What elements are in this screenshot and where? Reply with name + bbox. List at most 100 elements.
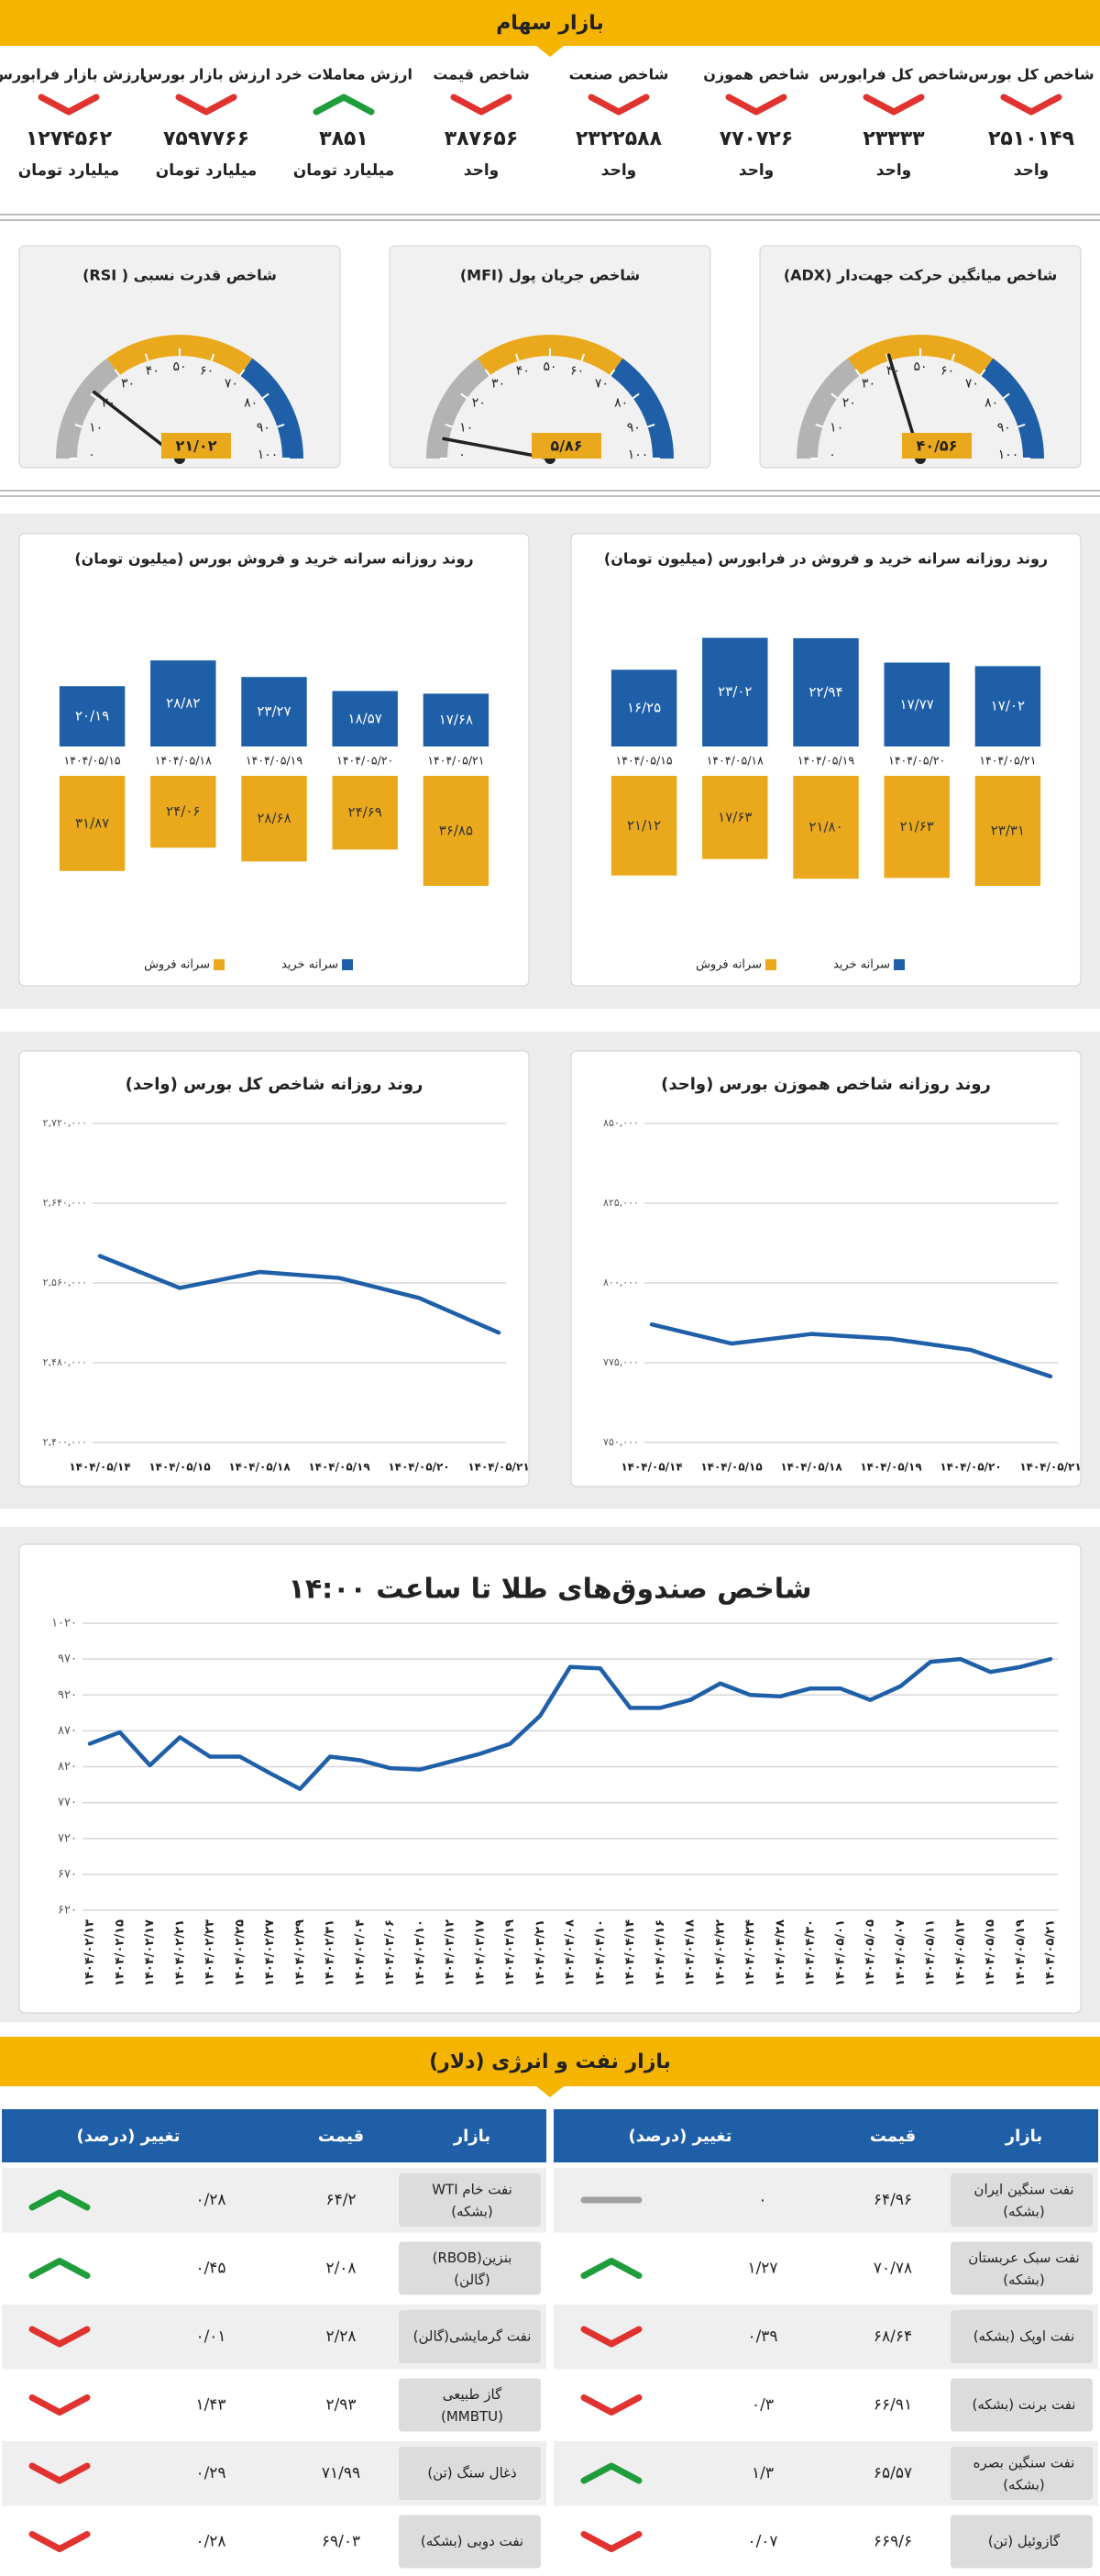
- y-tick-label: ۹۲۰: [58, 1688, 77, 1702]
- table-header: [2, 2109, 546, 2162]
- x-tick-label: ۱۴۰۴/۰۲/۲۷: [263, 1919, 277, 1986]
- x-tick-label: ۱۴۰۴/۰۳/۱۹: [503, 1919, 517, 1986]
- x-tick-label: ۱۴۰۴/۰۵/۱۵: [700, 1461, 762, 1474]
- x-tick-label: ۱۴۰۴/۰۵/۱۹: [798, 754, 854, 768]
- x-tick-label: ۱۴۰۴/۰۵/۰۱: [833, 1919, 847, 1986]
- y-tick-label: ۶۲۰: [58, 1904, 77, 1918]
- x-tick-label: ۱۴۰۴/۰۵/۱۵: [64, 754, 121, 768]
- bar: [793, 637, 859, 746]
- market-name: نفت سنگین ایران: [974, 2182, 1073, 2198]
- gauge-tick-label: ۶۰: [200, 364, 214, 379]
- gauge-tick: [951, 353, 956, 361]
- gauge-band: [239, 358, 303, 459]
- gauge-tick-label: ۱۰۰: [258, 448, 279, 462]
- panel: [570, 533, 1082, 987]
- y-tick-label: ۶۷۰: [58, 1867, 77, 1881]
- chart-title: روند روزانه سرانه خرید و فروش بورس (میلی…: [74, 550, 473, 568]
- x-tick-label: ۱۴۰۴/۰۲/۲۹: [293, 1919, 307, 1986]
- gauge-tick: [114, 369, 120, 376]
- change: ۰/۳: [752, 2396, 774, 2415]
- gauge-tick: [277, 423, 285, 428]
- bar: [59, 776, 126, 871]
- gauge-tick-label: ۲۰: [842, 396, 856, 411]
- trend-icon: [38, 94, 100, 116]
- x-tick-label: ۱۴۰۴/۰۴/۱۸: [684, 1919, 698, 1986]
- market-name: نفت اوپک (بشکه): [974, 2328, 1075, 2346]
- gauge-tick-label: ۸۰: [984, 396, 998, 411]
- x-tick-label: ۱۴۰۴/۰۳/۰۴: [353, 1919, 367, 1986]
- price: ۶۶/۹۱: [874, 2396, 912, 2415]
- market-name: گاز طبیعی: [443, 2386, 502, 2403]
- legend-label: سرانه فروش: [696, 958, 762, 972]
- gauge-tick: [647, 423, 655, 428]
- y-tick-label: ۹۷۰: [58, 1653, 77, 1666]
- market-name: نفت دوبی (بشکه): [421, 2533, 523, 2549]
- bar: [793, 776, 859, 879]
- gauge-tick-label: ۶۰: [570, 364, 584, 379]
- gauge-value-label: ۵/۸۶: [550, 437, 582, 455]
- x-tick-label: ۱۴۰۴/۰۴/۱۰: [593, 1919, 607, 1986]
- gauge-value-box: [161, 433, 231, 459]
- market-cell: [399, 2173, 541, 2227]
- trend-icon: [28, 2462, 91, 2484]
- x-tick-label: ۱۴۰۴/۰۳/۲۱: [534, 1919, 547, 1986]
- trend-icon: [28, 2189, 91, 2211]
- bar: [884, 662, 950, 746]
- gauge-tick-label: ۳۰: [862, 376, 875, 391]
- y-tick-label: ۷۲۰: [58, 1831, 77, 1845]
- gauge-panel: [759, 245, 1082, 469]
- trend-icon: [580, 2326, 643, 2348]
- x-tick-label: ۱۴۰۴/۰۵/۲۱: [1044, 1919, 1058, 1986]
- column-header: بازار: [453, 2127, 490, 2146]
- price: ۶۴/۲: [325, 2191, 356, 2209]
- kpi-value: ۱۲۷۴۵۶۲: [26, 127, 113, 150]
- gauge-title: شاخص قدرت نسبی ( RSI): [82, 267, 277, 284]
- y-tick-label: ۲,۷۲۰,۰۰۰: [43, 1117, 87, 1129]
- market-cell: [951, 2173, 1093, 2227]
- market-cell: [399, 2378, 541, 2432]
- x-tick-label: ۱۴۰۴/۰۵/۱۵: [148, 1461, 210, 1474]
- change: ۰/۲۹: [195, 2464, 226, 2482]
- gauge-tick: [514, 353, 520, 361]
- gauge-tick: [90, 392, 97, 399]
- x-tick-label: ۱۴۰۴/۰۴/۲۸: [774, 1919, 787, 1986]
- kpi-value: ۳۸۷۶۵۶: [445, 127, 519, 150]
- series-line: [97, 1254, 501, 1335]
- x-tick-label: ۱۴۰۴/۰۵/۱۸: [155, 754, 212, 768]
- gauge-tick: [460, 392, 468, 399]
- market-name: نفت سبک عربستان: [968, 2250, 1079, 2266]
- x-tick-label: ۱۴۰۴/۰۲/۱۷: [143, 1919, 157, 1986]
- series-line: [649, 1321, 1053, 1379]
- gauge-tick-label: ۳۰: [491, 376, 505, 391]
- trend-icon: [450, 94, 512, 116]
- value-label: ۱۷/۶۸: [439, 712, 473, 728]
- legend-swatch: [342, 959, 353, 970]
- market-name: نفت سنگین بصره: [974, 2455, 1075, 2471]
- gauge-tick: [484, 369, 490, 376]
- legend-label: سرانه خرید: [833, 958, 890, 972]
- trend-icon: [175, 94, 237, 116]
- trend-icon: [725, 94, 787, 116]
- kpi-title: شاخص صنعت: [569, 66, 669, 83]
- kpi-value: ۳۸۵۱: [319, 127, 368, 150]
- x-tick-label: ۱۴۰۴/۰۲/۲۳: [204, 1919, 217, 1986]
- x-tick-label: ۱۴۰۴/۰۵/۱۹: [860, 1461, 922, 1474]
- bar: [150, 660, 216, 746]
- value-label: ۲۲/۹۴: [808, 683, 842, 700]
- x-tick-label: ۱۴۰۴/۰۵/۱۸: [780, 1461, 842, 1474]
- gauge-tick: [445, 423, 453, 428]
- value-label: ۱۷/۶۳: [718, 809, 752, 825]
- panel: [18, 1050, 530, 1487]
- kpi-unit: واحد: [739, 161, 774, 180]
- value-label: ۲۳/۰۲: [718, 683, 752, 700]
- x-tick-label: ۱۴۰۴/۰۵/۲۰: [336, 754, 393, 768]
- market-cell: [399, 2515, 541, 2569]
- trend-icon: [28, 2258, 91, 2279]
- gauge-tick-label: ۷۰: [225, 376, 238, 391]
- gauge-value-box: [532, 433, 601, 459]
- gauge-tick-label: ۶۰: [940, 364, 954, 379]
- legend-label: سرانه خرید: [281, 958, 338, 972]
- x-tick-label: ۱۴۰۴/۰۲/۱۳: [83, 1919, 97, 1986]
- banner-title: بازار نفت و انرژی (دلار): [429, 2051, 671, 2073]
